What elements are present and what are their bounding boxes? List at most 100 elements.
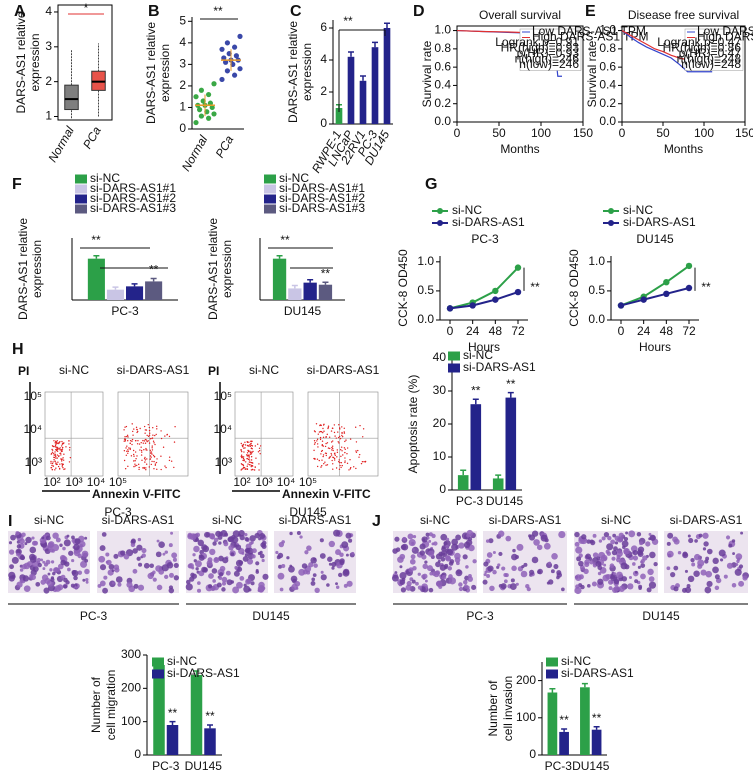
event-dot — [349, 459, 351, 461]
stained-cell — [607, 535, 612, 541]
stained-cell — [578, 560, 584, 567]
stained-cell — [677, 550, 682, 555]
stained-cell — [211, 568, 218, 574]
dot — [211, 81, 217, 87]
event-dot — [313, 443, 316, 445]
event-dot — [320, 431, 323, 433]
event-dot — [53, 452, 55, 455]
stained-cell — [8, 549, 15, 555]
stained-cell — [186, 579, 191, 585]
stained-cell — [222, 581, 227, 586]
stained-cell — [80, 560, 88, 568]
event-dot — [242, 459, 244, 462]
legend-stat: Logrank p=0.91 — [495, 35, 579, 49]
event-dot — [346, 453, 348, 455]
event-dot — [65, 446, 67, 448]
event-dot — [333, 431, 336, 434]
stained-cell — [673, 586, 679, 592]
event-dot — [144, 429, 147, 431]
stained-cell — [306, 570, 311, 575]
legend-marker — [608, 220, 614, 226]
stained-cell — [59, 554, 66, 561]
stained-cell — [521, 564, 525, 569]
legend-stat: p(HR)=0.47 — [679, 46, 742, 60]
event-dot — [143, 448, 145, 451]
x-tick-label: 0 — [447, 324, 454, 338]
legend-swatch — [152, 669, 164, 679]
stained-cell — [558, 530, 566, 539]
stained-cell — [246, 578, 251, 583]
stained-cell — [408, 567, 414, 573]
event-dot — [124, 426, 126, 428]
stained-cell — [71, 535, 75, 540]
event-dot — [59, 463, 61, 465]
event-dot — [244, 468, 246, 470]
bar — [126, 286, 144, 300]
stained-cell — [328, 540, 336, 548]
event-dot — [343, 431, 345, 433]
flow-x-tick: 10³ — [255, 475, 272, 489]
annotation: ** — [592, 711, 602, 725]
x-tick-label: 24 — [637, 324, 651, 338]
event-dot — [168, 459, 171, 462]
stained-cell — [467, 536, 473, 542]
event-dot — [149, 458, 152, 460]
stained-cell — [278, 541, 285, 548]
event-dot — [51, 449, 54, 451]
event-dot — [248, 461, 251, 463]
legend-swatch — [546, 669, 558, 679]
event-dot — [240, 454, 243, 456]
stained-cell — [445, 537, 450, 542]
stained-cell — [648, 537, 652, 541]
stained-cell — [249, 535, 256, 542]
event-dot — [321, 459, 323, 461]
x-tick-label: Normal — [179, 133, 211, 174]
y-tick-label: 300 — [121, 647, 141, 661]
marker — [469, 302, 476, 309]
x-tick-label: PCa — [213, 133, 237, 160]
stained-cell — [421, 574, 426, 579]
legend-label: si-NC — [279, 171, 309, 185]
stained-cell — [616, 554, 621, 560]
bar — [470, 404, 482, 490]
x-tick-label: 48 — [489, 324, 503, 338]
stained-cell — [79, 543, 84, 548]
stained-cell — [553, 564, 559, 570]
stained-cell — [333, 529, 341, 537]
y-tick-label: 0.8 — [434, 41, 451, 55]
bar — [492, 478, 504, 490]
legend-label: si-NC — [167, 654, 197, 668]
stained-cell — [503, 579, 508, 584]
stained-cell — [448, 574, 453, 579]
stained-cell — [11, 574, 16, 579]
stained-cell — [43, 562, 49, 567]
stained-cell — [313, 563, 318, 568]
y-tick-label: 2 — [45, 74, 52, 88]
x-axis-label: Hours — [639, 340, 671, 354]
stained-cell — [51, 543, 60, 552]
stained-cell — [196, 588, 202, 593]
y-tick-label: 0.6 — [599, 59, 616, 73]
bar — [106, 289, 124, 300]
stained-cell — [298, 568, 306, 576]
stained-cell — [437, 559, 441, 563]
y-tick-label: 20 — [433, 416, 447, 430]
stained-cell — [82, 578, 86, 582]
stained-cell — [700, 569, 707, 576]
event-dot — [148, 466, 150, 468]
stained-cell — [185, 583, 193, 591]
event-dot — [68, 443, 70, 445]
event-dot — [244, 444, 247, 446]
stained-cell — [250, 540, 254, 545]
stained-cell — [597, 571, 602, 576]
stained-cell — [410, 554, 416, 560]
stained-cell — [706, 548, 713, 555]
y-axis-label: expression — [300, 43, 314, 101]
stained-cell — [648, 532, 652, 536]
event-dot — [250, 469, 253, 471]
event-dot — [146, 458, 148, 460]
event-dot — [250, 447, 253, 450]
event-dot — [313, 440, 316, 442]
stained-cell — [132, 568, 138, 574]
event-dot — [354, 426, 357, 428]
